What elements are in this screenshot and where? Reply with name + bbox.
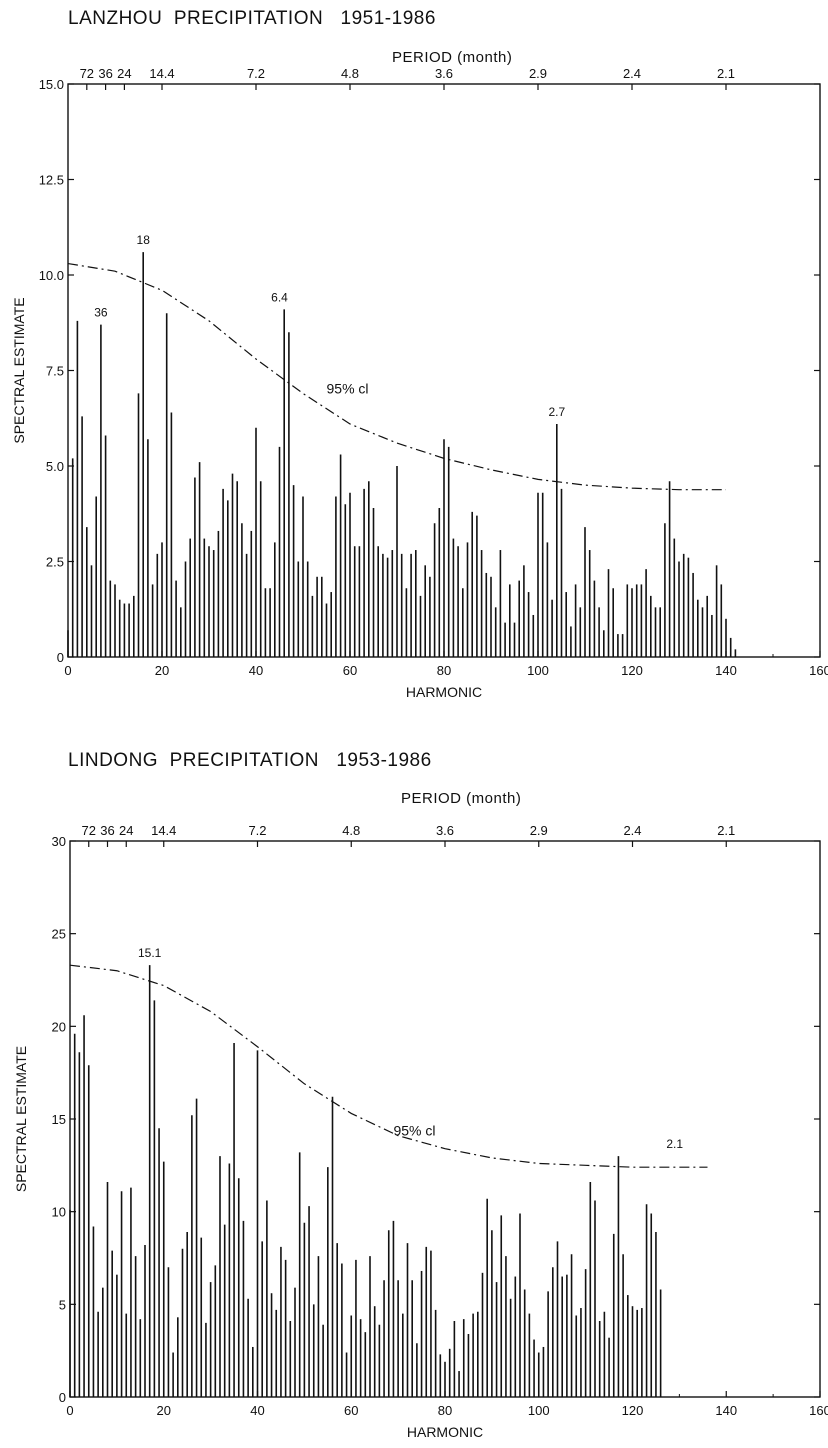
top-tick-label: 2.9 [529, 66, 547, 81]
x-tick-label: 40 [250, 1403, 264, 1418]
x-tick-label: 160 [809, 1403, 828, 1418]
top-tick-label: 2.9 [530, 823, 548, 838]
chart-panel-lindong: LINDONG PRECIPITATION 1953-1986 PERIOD (… [0, 724, 828, 1448]
top-tick-label: 24 [119, 823, 133, 838]
top-axis-title: PERIOD (month) [392, 49, 513, 66]
x-axis-title: HARMONIC [406, 684, 482, 700]
top-tick-label: 2.1 [717, 66, 735, 81]
peak-annotation: 36 [94, 306, 108, 320]
top-tick-label: 14.4 [151, 823, 176, 838]
peak-annotation: 15.1 [138, 946, 162, 960]
top-tick-label: 4.8 [341, 66, 359, 81]
confidence-label: 95% cl [327, 380, 369, 396]
chart-panel-lanzhou: LANZHOU PRECIPITATION 1951-1986 PERIOD (… [11, 8, 828, 700]
y-tick-label: 5.0 [46, 459, 64, 474]
x-tick-label: 60 [343, 663, 357, 678]
y-tick-label: 30 [52, 834, 66, 849]
y-tick-label: 10.0 [39, 268, 64, 283]
x-tick-label: 140 [715, 663, 737, 678]
x-tick-label: 100 [527, 663, 549, 678]
top-tick-label: 3.6 [436, 823, 454, 838]
y-tick-label: 5 [59, 1297, 66, 1312]
chart-title: LANZHOU PRECIPITATION 1951-1986 [68, 8, 436, 29]
x-tick-label: 120 [622, 1403, 644, 1418]
x-tick-label: 140 [715, 1403, 737, 1418]
confidence-curve [67, 262, 726, 491]
x-axis-title: HARMONIC [407, 1424, 483, 1440]
y-tick-label: 7.5 [46, 364, 64, 379]
chart-title: LINDONG PRECIPITATION 1953-1986 [68, 750, 432, 771]
top-tick-label: 36 [100, 823, 114, 838]
x-tick-label: 80 [438, 1403, 452, 1418]
y-tick-label: 0 [59, 1390, 66, 1405]
y-tick-label: 0 [57, 650, 64, 665]
chart-plot-lindong: 0 20 40 60 80 100 120 140 160 0 5 10 15 20 25 30 72 36 24 1… [13, 823, 828, 1440]
top-tick-label: 72 [80, 66, 94, 81]
peak-annotation: 6.4 [271, 290, 288, 304]
top-tick-label: 7.2 [247, 66, 265, 81]
y-axis-title: SPECTRAL ESTIMATE [13, 1046, 29, 1192]
x-tick-label: 60 [344, 1403, 358, 1418]
y-tick-label: 2.5 [46, 555, 64, 570]
x-tick-label: 40 [249, 663, 263, 678]
top-tick-label: 2.4 [623, 823, 641, 838]
x-tick-label: 0 [66, 1403, 73, 1418]
y-tick-label: 25 [52, 927, 66, 942]
top-tick-label: 14.4 [149, 66, 174, 81]
y-tick-label: 12.5 [39, 173, 64, 188]
confidence-label: 95% cl [393, 1123, 435, 1139]
x-tick-label: 120 [621, 663, 643, 678]
y-tick-label: 15 [52, 1112, 66, 1127]
top-tick-label: 3.6 [435, 66, 453, 81]
peak-annotation: 2.1 [666, 1137, 683, 1151]
x-tick-label: 100 [528, 1403, 550, 1418]
x-tick-label: 80 [437, 663, 451, 678]
x-tick-label: 0 [64, 663, 71, 678]
y-axis-title: SPECTRAL ESTIMATE [11, 297, 27, 443]
top-tick-label: 2.4 [623, 66, 641, 81]
top-tick-label: 24 [117, 66, 131, 81]
x-tick-label: 20 [157, 1403, 171, 1418]
top-tick-label: 72 [82, 823, 96, 838]
y-tick-label: 15.0 [39, 77, 64, 92]
confidence-curve [69, 964, 708, 1168]
x-tick-label: 20 [155, 663, 169, 678]
top-tick-label: 2.1 [717, 823, 735, 838]
y-tick-label: 20 [52, 1019, 66, 1034]
top-tick-label: 7.2 [248, 823, 266, 838]
chart-plot-lanzhou: 0 20 40 60 80 100 120 140 160 0 2.5 5.0 7.5 10.0 12.5 1… [11, 66, 828, 700]
top-tick-label: 4.8 [342, 823, 360, 838]
top-tick-label: 36 [98, 66, 112, 81]
top-axis-title: PERIOD (month) [401, 790, 522, 807]
peak-annotation: 18 [137, 233, 151, 247]
y-tick-label: 10 [52, 1205, 66, 1220]
peak-annotation: 2.7 [548, 405, 565, 419]
x-tick-label: 160 [809, 663, 828, 678]
